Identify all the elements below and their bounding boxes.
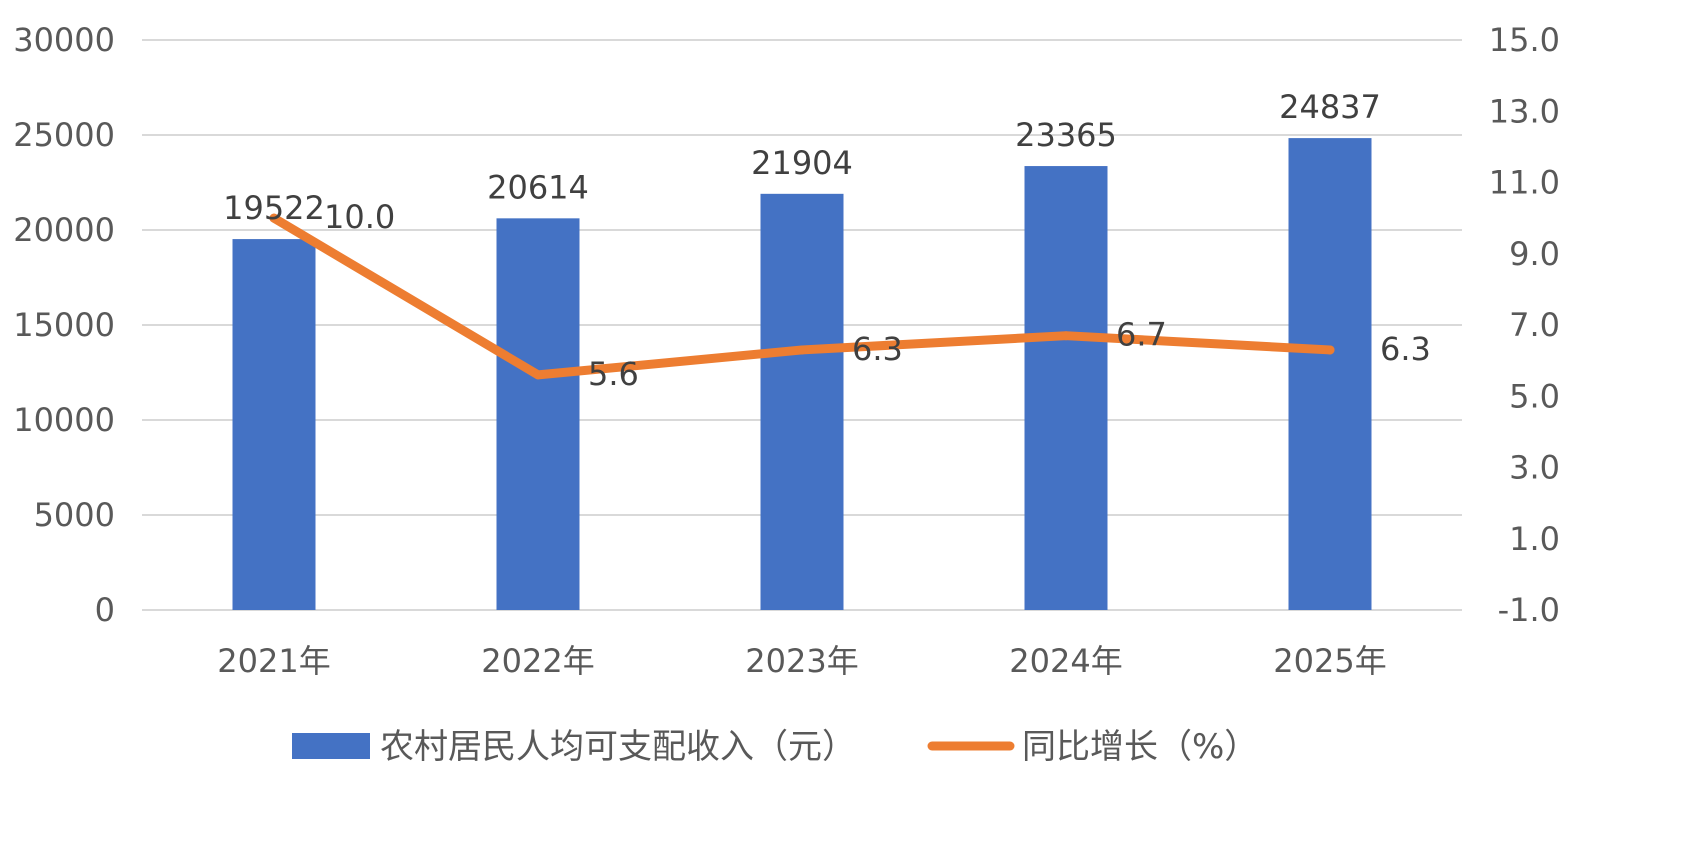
line-point (269, 213, 279, 223)
x-tick-label: 2024年 (1009, 642, 1122, 680)
bar-data-label: 24837 (1279, 88, 1381, 126)
left-tick-label: 25000 (13, 116, 115, 154)
line-data-labels: 10.0 5.6 6.3 6.7 6.3 (324, 198, 1431, 393)
left-tick-label: 0 (95, 591, 115, 629)
right-tick-label: 1.0 (1509, 520, 1560, 558)
x-tick-label: 2022年 (481, 642, 594, 680)
line-point (797, 345, 807, 355)
bar-data-label: 23365 (1015, 116, 1117, 154)
line-data-label: 10.0 (324, 198, 395, 236)
bar (1288, 138, 1372, 611)
legend-swatch-bar (292, 733, 370, 759)
bar-data-label: 21904 (751, 144, 853, 182)
line-point (1061, 331, 1071, 341)
right-tick-label: 7.0 (1509, 306, 1560, 344)
left-axis-ticks: 0 5000 10000 15000 20000 25000 30000 (13, 21, 115, 629)
bar-data-labels: 19522 20614 21904 23365 24837 (223, 88, 1381, 227)
right-tick-label: 13.0 (1489, 92, 1560, 130)
bar-data-label: 20614 (487, 168, 589, 206)
bar (232, 239, 316, 610)
right-tick-label: 5.0 (1509, 377, 1560, 415)
right-tick-label: 15.0 (1489, 21, 1560, 59)
left-tick-label: 5000 (34, 496, 115, 534)
left-tick-label: 20000 (13, 211, 115, 249)
right-tick-label: 3.0 (1509, 449, 1560, 487)
bar (760, 193, 844, 610)
line-data-label: 6.3 (1380, 330, 1431, 368)
legend-label-bar: 农村居民人均可支配收入（元） (380, 727, 856, 767)
right-axis-ticks: -1.0 1.0 3.0 5.0 7.0 9.0 11.0 13.0 15.0 (1489, 21, 1560, 629)
left-tick-label: 15000 (13, 306, 115, 344)
bar (496, 218, 580, 611)
x-tick-label: 2021年 (217, 642, 330, 680)
line-data-label: 6.7 (1116, 316, 1167, 354)
line-data-label: 6.3 (852, 330, 903, 368)
bar-data-label: 19522 (223, 189, 325, 227)
bar (1024, 166, 1108, 610)
left-tick-label: 30000 (13, 21, 115, 59)
line-point (533, 370, 543, 380)
left-tick-label: 10000 (13, 401, 115, 439)
legend: 农村居民人均可支配收入（元） 同比增长（%） (292, 727, 1258, 767)
line-series (269, 213, 1335, 380)
bar-series (232, 138, 1372, 611)
x-axis-ticks: 2021年 2022年 2023年 2024年 2025年 (217, 642, 1386, 680)
x-tick-label: 2025年 (1273, 642, 1386, 680)
line-point (1325, 345, 1335, 355)
right-tick-label: 11.0 (1489, 164, 1560, 202)
x-tick-label: 2023年 (745, 642, 858, 680)
line-data-label: 5.6 (588, 355, 639, 393)
right-tick-label: -1.0 (1498, 591, 1560, 629)
right-tick-label: 9.0 (1509, 235, 1560, 273)
legend-label-line: 同比增长（%） (1022, 727, 1258, 767)
